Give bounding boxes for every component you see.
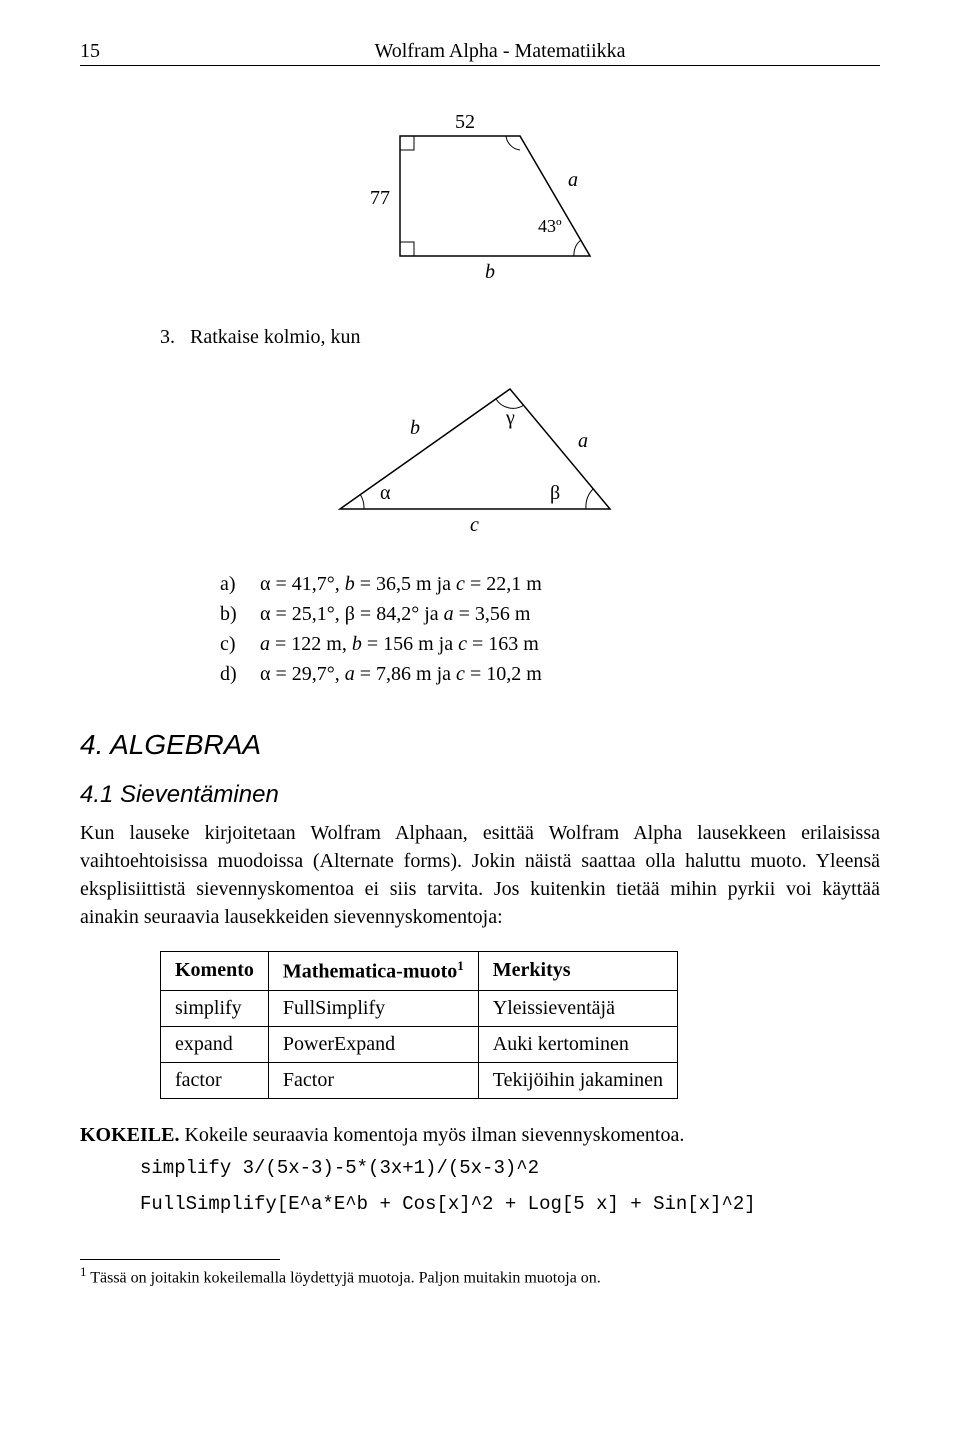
cell: Yleissieventäjä <box>478 990 677 1026</box>
page: 15 Wolfram Alpha - Matematiikka 52 77 a … <box>0 0 960 1446</box>
option-text: a = 122 m, b = 156 m ja c = 163 m <box>260 629 539 659</box>
item-text: Ratkaise kolmio, kun <box>190 326 361 349</box>
col-math-text: Mathematica-muoto <box>283 961 457 983</box>
cell: Auki kertominen <box>478 1026 677 1062</box>
cell: factor <box>161 1062 269 1098</box>
footnote: 1 Tässä on joitakin kokeilemalla löydett… <box>80 1264 880 1287</box>
trapezoid-left-label: 77 <box>370 187 390 209</box>
cell: Tekijöihin jakaminen <box>478 1062 677 1098</box>
trapezoid-svg: 52 77 a 43º b <box>330 96 630 296</box>
option-label: a) <box>220 569 260 599</box>
kokeile-bold: KOKEILE. <box>80 1124 179 1146</box>
triangle-diagram: b a c α β γ <box>80 369 880 539</box>
col-merkitys: Merkitys <box>478 952 677 991</box>
cell: FullSimplify <box>268 990 478 1026</box>
trapezoid-angle-label: 43º <box>538 216 562 236</box>
tri-a: a <box>578 430 588 452</box>
kokeile-rest: Kokeile seuraavia komentoja myös ilman s… <box>179 1124 684 1146</box>
col-mathematica: Mathematica-muoto1 <box>268 952 478 991</box>
tri-beta: β <box>550 482 560 504</box>
cell: Factor <box>268 1062 478 1098</box>
col-math-sup: 1 <box>457 958 464 973</box>
option-d: d) α = 29,7°, a = 7,86 m ja c = 10,2 m <box>220 659 880 689</box>
col-komento: Komento <box>161 952 269 991</box>
option-text: α = 29,7°, a = 7,86 m ja c = 10,2 m <box>260 659 542 689</box>
cell: PowerExpand <box>268 1026 478 1062</box>
cell: expand <box>161 1026 269 1062</box>
code-line-1: simplify 3/(5x-3)-5*(3x+1)/(5x-3)^2 <box>140 1153 880 1183</box>
tri-b: b <box>410 417 420 439</box>
item-3: 3. Ratkaise kolmio, kun <box>160 326 880 349</box>
tri-c: c <box>470 514 479 536</box>
kokeile-block: KOKEILE. Kokeile seuraavia komentoja myö… <box>80 1124 880 1220</box>
option-text: α = 25,1°, β = 84,2° ja a = 3,56 m <box>260 599 531 629</box>
footnote-text: Tässä on joitakin kokeilemalla löydettyj… <box>87 1270 601 1287</box>
item-number: 3. <box>160 326 190 349</box>
table-row: simplify FullSimplify Yleissieventäjä <box>161 990 678 1026</box>
section-4-title: 4. ALGEBRAA <box>80 729 880 761</box>
option-b: b) α = 25,1°, β = 84,2° ja a = 3,56 m <box>220 599 880 629</box>
option-text: α = 41,7°, b = 36,5 m ja c = 22,1 m <box>260 569 542 599</box>
tri-alpha: α <box>380 482 391 504</box>
trapezoid-top-label: 52 <box>455 111 475 133</box>
command-table: Komento Mathematica-muoto1 Merkitys simp… <box>160 951 678 1099</box>
code-line-2: FullSimplify[E^a*E^b + Cos[x]^2 + Log[5 … <box>140 1189 880 1219</box>
subsection-4-1-title: 4.1 Sieventäminen <box>80 781 880 809</box>
trapezoid-a-label: a <box>568 169 578 191</box>
footnote-rule <box>80 1259 280 1260</box>
trapezoid-diagram: 52 77 a 43º b <box>80 96 880 296</box>
option-label: b) <box>220 599 260 629</box>
table-header-row: Komento Mathematica-muoto1 Merkitys <box>161 952 678 991</box>
trapezoid-b-label: b <box>485 261 495 283</box>
option-a: a) α = 41,7°, b = 36,5 m ja c = 22,1 m <box>220 569 880 599</box>
triangle-svg: b a c α β γ <box>310 369 650 539</box>
page-number: 15 <box>80 40 120 63</box>
table-row: expand PowerExpand Auki kertominen <box>161 1026 678 1062</box>
paragraph-1: Kun lauseke kirjoitetaan Wolfram Alphaan… <box>80 819 880 931</box>
page-header: 15 Wolfram Alpha - Matematiikka <box>80 40 880 66</box>
option-label: c) <box>220 629 260 659</box>
option-c: c) a = 122 m, b = 156 m ja c = 163 m <box>220 629 880 659</box>
table-row: factor Factor Tekijöihin jakaminen <box>161 1062 678 1098</box>
cell: simplify <box>161 990 269 1026</box>
options-list: a) α = 41,7°, b = 36,5 m ja c = 22,1 m b… <box>220 569 880 689</box>
header-title: Wolfram Alpha - Matematiikka <box>120 40 880 63</box>
option-label: d) <box>220 659 260 689</box>
tri-gamma: γ <box>505 407 515 429</box>
